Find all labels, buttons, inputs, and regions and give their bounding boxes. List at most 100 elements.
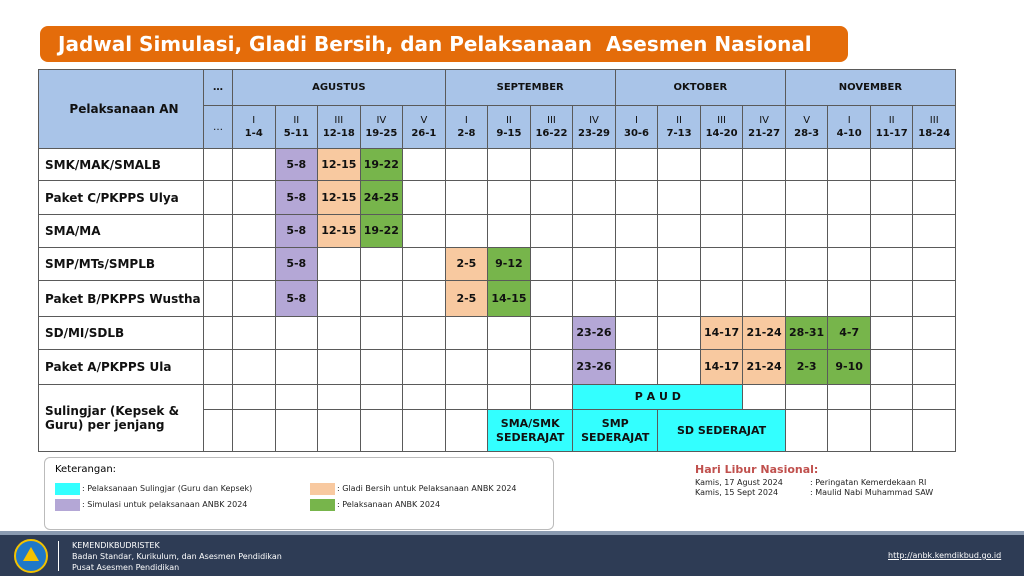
empty-cell <box>657 180 701 215</box>
schedule-cell: 4-7 <box>827 316 871 350</box>
cell-text: 12-15 <box>321 224 357 237</box>
cell-text: 21-24 <box>746 326 782 339</box>
week-number: I <box>252 115 256 126</box>
empty-cell <box>317 349 361 385</box>
empty-cell <box>232 349 276 385</box>
empty-cell <box>657 148 701 181</box>
cell-text: 14-15 <box>491 291 527 305</box>
week-number: I <box>847 115 851 126</box>
week-header: I 1-4 <box>232 105 276 149</box>
week-number: V <box>803 115 811 126</box>
schedule-cell: 28-31 <box>784 316 829 350</box>
empty-cell <box>827 280 871 317</box>
week-number: II <box>676 115 682 126</box>
empty-cell <box>869 384 914 410</box>
empty-cell <box>402 384 446 410</box>
row-label: Paket C/PKPPS Ulya <box>38 180 204 215</box>
cell-text: 28-31 <box>789 326 825 339</box>
empty-cell <box>402 214 446 248</box>
footer-url[interactable]: http://anbk.kemdikbud.go.id <box>888 551 1002 560</box>
empty-cell <box>912 148 956 181</box>
schedule-cell: 21-24 <box>742 349 786 385</box>
week-header: IV 19-25 <box>359 105 404 149</box>
legend-label: : Pelaksanaan Sulingjar (Guru dan Kepsek… <box>82 484 253 493</box>
week-header: IV 21-27 <box>742 105 786 149</box>
cell-text: SD SEDERAJAT <box>676 423 767 437</box>
empty-cell <box>912 409 956 452</box>
cell-text: 9-10 <box>835 360 863 373</box>
empty-cell <box>827 409 871 452</box>
empty-cell <box>827 247 871 281</box>
empty-cell <box>359 384 404 410</box>
schedule-cell: SMP SEDERAJAT <box>572 409 659 452</box>
schedule-cell: 12-15 <box>317 214 361 248</box>
legend: Keterangan: : Pelaksanaan Sulingjar (Gur… <box>44 457 554 530</box>
empty-cell <box>232 316 276 350</box>
week-number: III <box>547 115 556 126</box>
header-label: Pelaksanaan AN <box>38 69 204 149</box>
week-dates: 7-13 <box>666 128 692 139</box>
empty-cell <box>742 384 786 410</box>
week-header: V 26-1 <box>402 105 446 149</box>
cell-text: 23-26 <box>576 360 612 373</box>
empty-cell <box>869 280 914 317</box>
empty-cell <box>912 280 956 317</box>
empty-cell <box>402 409 446 452</box>
empty-cell <box>529 247 574 281</box>
week-header: III 14-20 <box>699 105 744 149</box>
empty-cell <box>487 384 531 410</box>
empty-cell <box>203 349 233 385</box>
holiday-date: Kamis, 15 Sept 2024 <box>695 488 779 497</box>
empty-cell <box>203 214 233 248</box>
empty-cell <box>444 214 489 248</box>
empty-cell <box>827 148 871 181</box>
empty-cell <box>742 148 786 181</box>
week-dates: 2-8 <box>457 128 476 139</box>
empty-cell <box>742 214 786 248</box>
empty-cell <box>359 280 404 317</box>
empty-cell <box>572 180 616 215</box>
org-line: Pusat Asesmen Pendidikan <box>72 563 180 572</box>
empty-cell <box>657 280 701 317</box>
empty-cell <box>784 214 829 248</box>
empty-cell <box>784 280 829 317</box>
row-label: SMK/MAK/SMALB <box>38 148 204 181</box>
empty-cell <box>232 384 276 410</box>
cell-text: 2-3 <box>796 360 817 373</box>
week-header: III 18-24 <box>912 105 956 149</box>
title: Jadwal Simulasi, Gladi Bersih, dan Pelak… <box>40 26 848 62</box>
empty-cell <box>572 247 616 281</box>
empty-cell <box>912 384 956 410</box>
empty-cell <box>402 148 446 181</box>
schedule-cell: 5-8 <box>274 247 319 281</box>
month-header: SEPTEMBER <box>444 69 616 106</box>
empty-cell <box>827 384 871 410</box>
empty-cell <box>203 280 233 317</box>
week-number: III <box>334 115 344 126</box>
empty-cell <box>614 180 659 215</box>
cell-text: 24-25 <box>363 190 399 204</box>
empty-cell <box>614 247 659 281</box>
empty-cell <box>614 316 659 350</box>
row-label: SD/MI/SDLB <box>38 316 204 350</box>
empty-cell <box>912 180 956 215</box>
empty-cell <box>912 349 956 385</box>
empty-cell <box>359 247 404 281</box>
week-dates: 21-27 <box>748 128 781 139</box>
empty-cell <box>402 316 446 350</box>
empty-cell <box>203 148 233 181</box>
empty-cell <box>657 349 701 385</box>
schedule-cell: P A U D <box>572 384 744 410</box>
legend-label: : Gladi Bersih untuk Pelaksanaan ANBK 20… <box>337 484 517 493</box>
empty-cell <box>614 214 659 248</box>
cell-text: SMP SEDERAJAT <box>581 416 650 444</box>
cell-text: 12-15 <box>321 157 357 171</box>
empty-cell <box>487 349 531 385</box>
schedule-cell: 5-8 <box>274 214 319 248</box>
cell-text: 14-17 <box>703 360 740 373</box>
ellipsis: … <box>203 69 233 106</box>
week-dates: 18-24 <box>918 128 951 139</box>
cell-text: 9-12 <box>495 257 523 270</box>
empty-cell <box>444 409 489 452</box>
